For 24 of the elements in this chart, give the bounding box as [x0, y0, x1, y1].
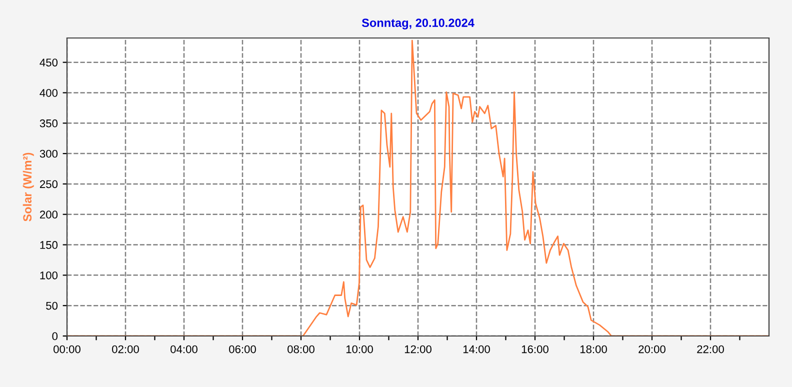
x-tick-label: 12:00 — [404, 345, 432, 354]
x-tick-label: 14:00 — [463, 345, 490, 354]
x-tick-label: 08:00 — [288, 345, 314, 354]
y-tick-label: 450 — [40, 58, 58, 66]
x-tick-label: 20:00 — [638, 345, 666, 354]
y-tick-label: 0 — [52, 332, 58, 340]
y-tick-label: 400 — [40, 89, 58, 97]
y-tick-label: 200 — [40, 210, 58, 219]
x-tick-label: 00:00 — [54, 345, 80, 354]
y-tick-label: 300 — [40, 150, 58, 158]
x-tick-label: 18:00 — [580, 345, 607, 354]
x-tick-label: 22:00 — [697, 345, 724, 354]
x-tick-label: 16:00 — [522, 345, 548, 354]
x-tick-label: 04:00 — [170, 345, 198, 354]
x-tick-label: 06:00 — [229, 345, 256, 354]
x-tick-label: 02:00 — [112, 345, 139, 354]
y-tick-label: 350 — [40, 119, 58, 128]
chart-title: Sonntag, 20.10.2024 — [362, 18, 474, 30]
x-tick-label: 10:00 — [346, 345, 373, 354]
y-axis-title: Solar (W/m²) — [22, 152, 34, 222]
y-tick-label: 100 — [40, 271, 58, 280]
y-tick-label: 50 — [46, 302, 58, 310]
y-tick-label: 250 — [40, 180, 58, 188]
y-tick-label: 150 — [40, 241, 58, 249]
